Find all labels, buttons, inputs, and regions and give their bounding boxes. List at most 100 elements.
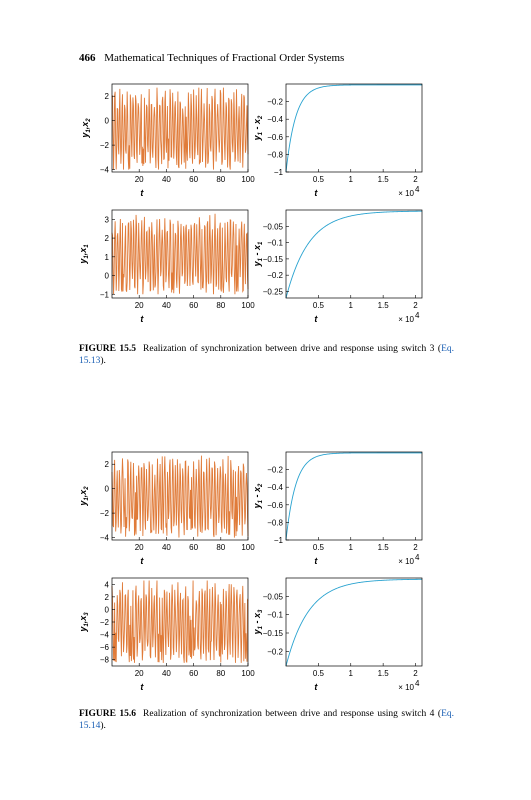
x-tick-label: 20 [135,175,144,184]
y-tick-label: −0.05 [263,222,284,231]
x-tick-label: 0.5 [313,175,325,184]
x-axis-multiplier: × 10 [398,557,414,566]
x-tick-label: 100 [241,669,255,678]
caption-text: Realization of synchronization between d… [143,709,442,719]
y-tick-label: −0.05 [263,592,284,601]
x-axis-multiplier: × 10 [398,683,414,692]
y-tick-label: 0 [105,485,110,494]
series-line [111,213,249,295]
x-tick-label: 0.5 [313,301,325,310]
x-axis-multiplier-exponent: 4 [415,185,420,194]
y-axis-label: y1 - x2 [252,483,264,509]
chart-svg: 20 40 60 80 100 −4 −2 0 2 t y1,x2 [78,451,255,566]
plot-frame [285,451,423,541]
y-tick-label: −1 [274,168,284,177]
caption-end: ). [100,721,106,731]
x-axis-label: t [314,188,318,198]
y-axis-label: y1 - x2 [252,115,264,141]
x-axis-label: t [314,314,318,324]
y-tick-label: 1 [105,253,110,262]
x-tick-label: 100 [241,543,255,552]
figure-caption-15-5: FIGURE 15.5 Realization of synchronizati… [79,343,454,367]
y-axis-label: y1 - x1 [252,241,264,267]
plot-fig15-6-c: 20 40 60 80 100 −8 −6 −4 −2 0 2 4 t y1,x3 [78,576,255,696]
x-tick-label: 1 [349,301,354,310]
x-tick-label: 2 [413,543,418,552]
y-tick-label: −0.8 [267,518,283,527]
series-line [285,84,423,173]
plot-frame [285,577,423,667]
x-tick-label: 2 [413,669,418,678]
x-axis-label: t [140,188,144,198]
y-tick-label: 0 [105,605,110,614]
y-tick-label: −4 [100,166,110,175]
y-tick-label: −4 [100,534,110,543]
x-tick-label: 80 [216,301,225,310]
x-tick-label: 100 [241,175,255,184]
x-tick-label: 60 [189,175,198,184]
x-axis-label: t [140,682,144,692]
x-tick-label: 40 [162,301,171,310]
y-tick-label: −2 [100,509,110,518]
y-axis-label: y1,x3 [78,612,90,633]
y-tick-label: −2 [100,141,110,150]
plot-frame [111,451,249,541]
x-axis-label: t [314,556,318,566]
y-tick-label: −0.1 [267,239,283,248]
y-tick-label: −1 [274,536,284,545]
plot-frame [111,209,249,299]
y-tick-label: −0.25 [263,287,284,296]
x-tick-label: 60 [189,301,198,310]
series-line [285,452,423,541]
series-line [111,580,249,663]
x-tick-label: 20 [135,543,144,552]
caption-end: ). [100,356,106,366]
y-tick-label: −0.2 [267,466,283,475]
x-tick-label: 2 [413,175,418,184]
x-tick-label: 1.5 [378,175,390,184]
chart-svg: 0.5 1 1.5 2 −1 −0.8 −0.6 −0.4 −0.2 t × 10 4 y1 - x2 [252,451,423,566]
chart-svg: 0.5 1 1.5 2 −1 −0.8 −0.6 −0.4 −0.2 t × 10 4 y1 - x2 [252,83,423,198]
x-axis-label: t [314,682,318,692]
plot-fig15-6-d: 0.5 1 1.5 2 −0.2 −0.15 −0.1 −0.05 t × 10 4 y1 - x3 [252,576,429,696]
page-header: 466 Mathematical Techniques of Fractiona… [79,52,344,64]
series-line [111,455,249,538]
x-tick-label: 2 [413,301,418,310]
x-axis-label: t [140,314,144,324]
page-number: 466 [79,52,96,64]
series-line [111,87,249,170]
y-tick-label: −0.2 [267,647,283,656]
plot-fig15-5-b: 0.5 1 1.5 2 −1 −0.8 −0.6 −0.4 −0.2 t × 10 4 y1 - x2 [252,82,429,202]
equation-link[interactable]: Eq. 15.13 [79,344,454,366]
x-tick-label: 60 [189,669,198,678]
x-axis-multiplier-exponent: 4 [415,553,420,562]
y-axis-label: y1,x1 [78,244,90,265]
equation-link[interactable]: Eq. 15.14 [79,709,454,731]
x-tick-label: 1 [349,175,354,184]
y-tick-label: −6 [100,643,110,652]
y-tick-label: 2 [105,460,110,469]
figure-caption-15-6: FIGURE 15.6 Realization of synchronizati… [79,708,454,732]
y-axis-label: y1 - x3 [252,609,264,635]
running-title: Mathematical Techniques of Fractional Or… [104,52,345,64]
x-axis-multiplier-exponent: 4 [415,311,420,320]
x-axis-multiplier-exponent: 4 [415,679,420,688]
plot-frame [111,83,249,173]
y-tick-label: −0.15 [263,255,284,264]
figure-label: FIGURE 15.5 [79,344,137,354]
y-tick-label: 2 [105,92,110,101]
y-tick-label: −4 [100,631,110,640]
x-tick-label: 1 [349,669,354,678]
y-tick-label: −2 [100,618,110,627]
x-tick-label: 100 [241,301,255,310]
y-axis-label: y1,x2 [78,486,90,507]
x-axis-label: t [140,556,144,566]
x-tick-label: 1 [349,543,354,552]
chart-svg: 20 40 60 80 100 −1 0 1 2 3 t y1,x1 [78,209,255,324]
plot-fig15-5-c: 20 40 60 80 100 −1 0 1 2 3 t y1,x1 [78,208,255,328]
plot-fig15-5-d: 0.5 1 1.5 2 −0.25 −0.2 −0.15 −0.1 −0.05 t × 10 4 y1 … [252,208,429,328]
x-tick-label: 80 [216,175,225,184]
y-tick-label: 3 [105,215,110,224]
x-tick-label: 20 [135,301,144,310]
y-tick-label: −1 [100,290,110,299]
